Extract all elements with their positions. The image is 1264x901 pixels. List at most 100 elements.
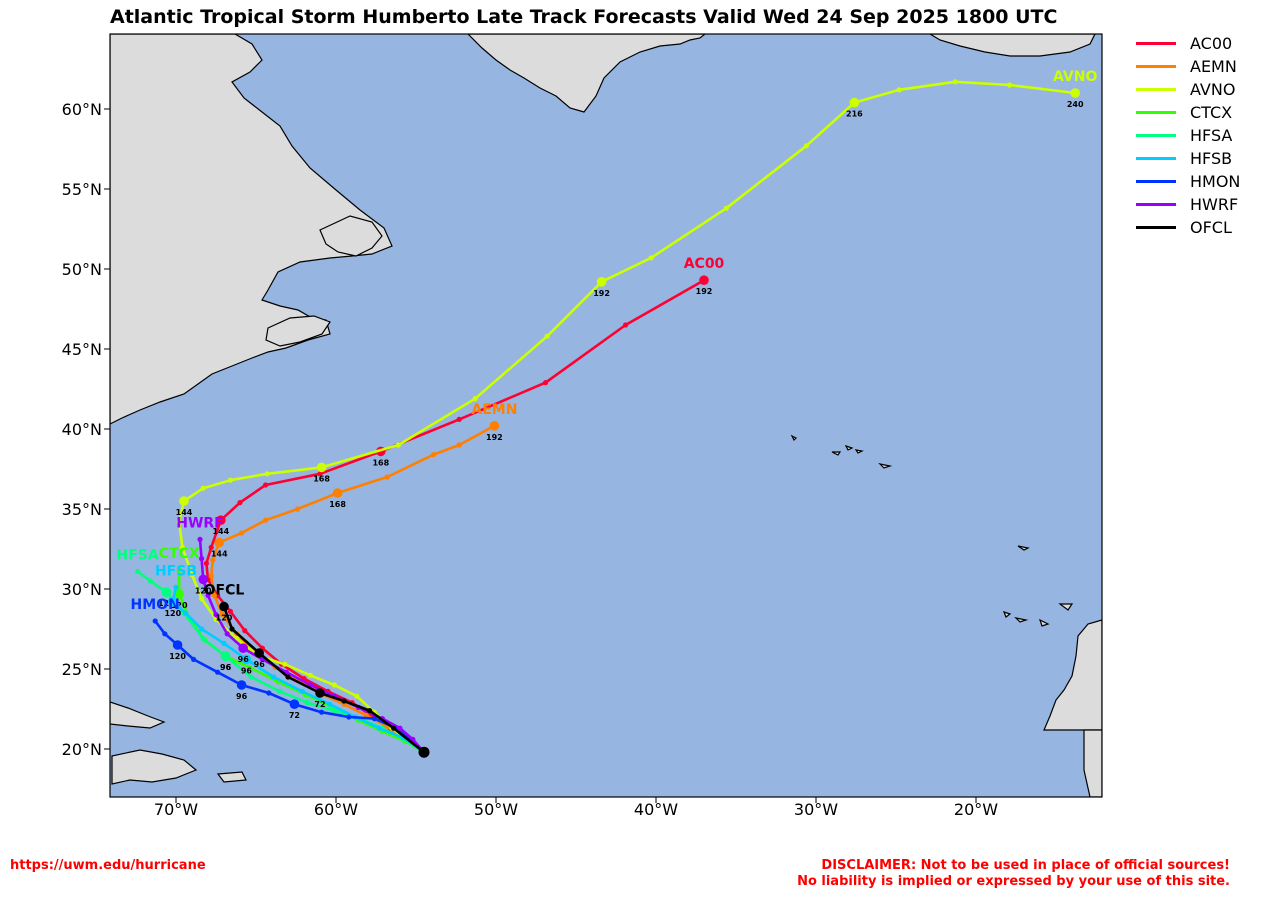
- track-point: [277, 688, 283, 695]
- storm-current-position-marker: [418, 746, 430, 758]
- track-point: [203, 560, 209, 567]
- forecast-hour-marker: [216, 515, 226, 525]
- legend-swatch: [1136, 203, 1176, 206]
- track-point: [200, 485, 206, 491]
- track-point: [179, 544, 185, 551]
- forecast-hour-label: 96: [220, 663, 232, 672]
- lon-tick-label: 60°W: [314, 800, 358, 819]
- forecast-hour-marker: [849, 97, 860, 108]
- track-point: [431, 452, 437, 458]
- legend-swatch: [1136, 65, 1176, 68]
- track-hmon: 72 96 120: [152, 618, 427, 755]
- track-point: [227, 608, 233, 615]
- track-point: [176, 567, 182, 573]
- track-point: [199, 556, 205, 562]
- footer-disclaimer: DISCLAIMER: Not to be used in place of o…: [797, 858, 1230, 890]
- africa-south-landmass: [1083, 729, 1102, 797]
- forecast-hour-marker: [161, 587, 172, 597]
- nova-scotia-landmass: [265, 315, 331, 347]
- greenland-landmass: [467, 34, 706, 113]
- forecast-hour-marker: [179, 496, 189, 506]
- track-model-label: AEMN: [471, 402, 517, 418]
- legend-item-hwrf: HWRF: [1136, 193, 1240, 216]
- track-avno: 144 168 192 216 240: [176, 79, 1084, 755]
- track-point: [1007, 82, 1013, 88]
- disclaimer-line-2: No liability is implied or expressed by …: [797, 874, 1230, 889]
- track-point: [648, 255, 654, 261]
- track-point: [264, 471, 270, 477]
- track-point: [472, 396, 478, 402]
- track-point: [237, 500, 243, 506]
- map-title: Atlantic Tropical Storm Humberto Late Tr…: [110, 6, 1058, 28]
- track-point: [191, 656, 197, 663]
- track-point: [371, 716, 377, 722]
- legend-swatch: [1136, 111, 1176, 114]
- track-point: [229, 626, 235, 632]
- track-point: [221, 640, 227, 647]
- track-point: [247, 664, 253, 671]
- track-point: [376, 725, 382, 731]
- track-point: [367, 708, 373, 714]
- track-point: [266, 690, 272, 696]
- forecast-hour-marker: [596, 277, 607, 287]
- track-point: [227, 477, 233, 483]
- track-point: [285, 674, 291, 680]
- track-point: [397, 725, 403, 731]
- legend-swatch: [1136, 180, 1176, 183]
- track-point: [263, 517, 269, 523]
- track-point: [162, 631, 168, 637]
- track-point: [803, 143, 810, 149]
- forecast-hour-marker: [219, 601, 229, 612]
- map-frame: [109, 33, 1103, 798]
- forecast-hour-label: 96: [241, 666, 253, 675]
- newfoundland-landmass: [319, 215, 383, 257]
- track-point: [307, 672, 313, 679]
- track-model-label: CTCX: [159, 546, 200, 562]
- track-point: [271, 674, 277, 680]
- lat-tick-label: 30°N: [62, 580, 102, 599]
- lat-tick-label: 25°N: [62, 660, 102, 679]
- forecast-hour-marker: [238, 643, 248, 653]
- track-point: [317, 471, 323, 477]
- track-point: [152, 618, 158, 624]
- lon-tick-label: 30°W: [794, 800, 838, 819]
- forecast-hour-label: 96: [236, 692, 248, 701]
- lat-tick-label: 35°N: [62, 500, 102, 519]
- forecast-tracks: 1441681921441681921441681922162409612096…: [135, 79, 1084, 758]
- legend-item-ofcl: OFCL: [1136, 216, 1240, 239]
- track-point: [205, 592, 211, 599]
- track-point: [213, 612, 219, 618]
- track-point: [623, 322, 629, 328]
- track-point: [395, 442, 401, 448]
- track-point: [208, 544, 214, 551]
- track-point: [242, 628, 248, 634]
- track-point: [456, 416, 462, 422]
- forecast-hour-label: 96: [254, 660, 266, 669]
- legend-item-ac00: AC00: [1136, 32, 1240, 55]
- forecast-hour-marker: [198, 574, 208, 585]
- canary-islands: [1002, 545, 1074, 627]
- legend-label: AVNO: [1190, 80, 1236, 99]
- land-masses: [110, 34, 1102, 797]
- track-point: [952, 79, 958, 85]
- track-point: [341, 698, 347, 704]
- track-model-label: HWRF: [176, 515, 224, 531]
- track-point: [391, 725, 397, 731]
- lat-tick-label: 20°N: [62, 740, 102, 759]
- forecast-hour-marker: [220, 651, 231, 661]
- forecast-hour-label: 192: [486, 433, 503, 442]
- track-point: [723, 205, 730, 211]
- legend-swatch: [1136, 226, 1176, 229]
- track-point: [200, 636, 206, 642]
- track-point: [189, 572, 195, 578]
- track-point: [224, 631, 230, 637]
- model-legend: AC00 AEMN AVNO CTCX HFSA HFSB HMON HWRF OFCL: [1136, 32, 1240, 239]
- forecast-hour-marker: [168, 597, 178, 607]
- track-point: [135, 568, 141, 575]
- legend-label: AC00: [1190, 34, 1233, 53]
- forecast-hour-marker: [332, 488, 343, 498]
- footer-url-link[interactable]: https://uwm.edu/hurricane: [10, 858, 206, 873]
- forecast-hour-label: 168: [329, 500, 346, 509]
- forecast-hour-label: 120: [195, 586, 212, 595]
- lat-tick-label: 60°N: [62, 100, 102, 119]
